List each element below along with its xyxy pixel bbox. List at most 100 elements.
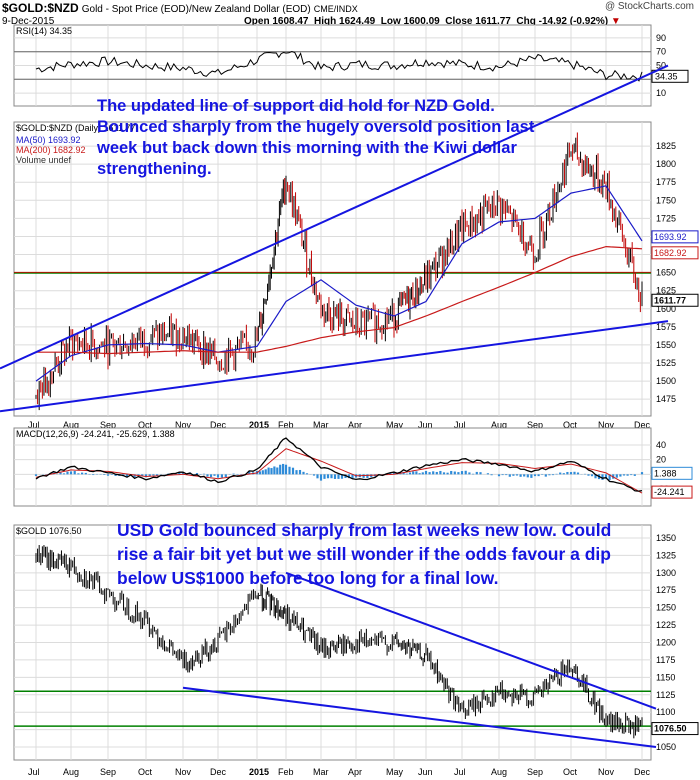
ma200-line xyxy=(36,245,643,355)
change-value: Chg -14.92 (-0.92%) xyxy=(516,16,609,27)
usd-annotation: USD Gold bounced sharply from last weeks… xyxy=(117,520,612,588)
usd_gold-y-tick-label: 1300 xyxy=(656,568,676,578)
rsi-line xyxy=(35,50,643,82)
usd_gold-y-tick-label: 1325 xyxy=(656,550,676,560)
usd-last-label-box xyxy=(651,722,699,736)
rsi-y-tick-label: 90 xyxy=(656,33,666,43)
price-x-tick-label: Nov xyxy=(175,420,192,430)
usd_gold-y-tick-label: 1200 xyxy=(656,638,676,648)
chart-header: $GOLD:$NZD Gold - Spot Price (EOD)/New Z… xyxy=(2,1,358,15)
rsi-last-value: 34.35 xyxy=(655,71,678,81)
usd-trendline xyxy=(285,571,657,710)
rsi-y-tick-label: 50 xyxy=(656,61,666,71)
down-arrow-icon: ▼ xyxy=(610,16,621,27)
price-y-tick-label: 1500 xyxy=(656,376,676,386)
usd-x-tick-label: Feb xyxy=(278,767,294,777)
usd-x-tick-label: Apr xyxy=(348,767,362,777)
exchange-label: CME/INDX xyxy=(313,4,358,14)
price-last-label-box xyxy=(651,293,699,307)
usd-trendline xyxy=(182,686,657,749)
usd_gold-y-tick-label: 1250 xyxy=(656,603,676,613)
date-label: 9-Dec-2015 xyxy=(2,16,55,27)
price-last-label: 1611.77 xyxy=(654,295,686,305)
price-y-tick-label: 1525 xyxy=(656,358,676,368)
rsi-last-value-box xyxy=(651,69,689,83)
price-panel-label: $GOLD:$NZD (Daily) 1611.77 xyxy=(16,123,135,133)
rsi-y-tick-label: 70 xyxy=(656,47,666,57)
price-y-tick-label: 1625 xyxy=(656,286,676,296)
low-value: Low 1600.09 xyxy=(380,16,440,27)
price-x-tick-label: Dec xyxy=(634,420,651,430)
macd-last-label: -24.241 xyxy=(654,487,685,497)
ma50-line xyxy=(35,185,643,382)
price-y-tick-label: 1650 xyxy=(656,268,676,278)
symbol-description: Gold - Spot Price (EOD)/New Zealand Doll… xyxy=(81,4,311,15)
price-x-tick-label: May xyxy=(386,420,404,430)
usd-x-tick-label: Oct xyxy=(138,767,153,777)
usd-x-tick-label: Dec xyxy=(634,767,651,777)
usd-x-tick-label: Mar xyxy=(313,767,329,777)
macd-last-label-box xyxy=(651,485,693,499)
usd-x-tick-label: Jul xyxy=(28,767,40,777)
price-last-label: 1682.92 xyxy=(654,248,687,258)
price-x-tick-label: Aug xyxy=(491,420,507,430)
usd-last-label: 1076.50 xyxy=(654,724,687,734)
usd_gold-y-tick-label: 1100 xyxy=(656,707,675,717)
macd-panel-label: MACD(12,26,9) -24.241, -25.629, 1.388 xyxy=(16,429,175,439)
price-y-tick-label: 1825 xyxy=(656,141,676,151)
price-last-label: 1693.92 xyxy=(654,232,687,242)
price-x-tick-label: Jul xyxy=(454,420,466,430)
usd_gold-y-tick-label: 1350 xyxy=(656,533,676,543)
usd_gold-y-tick-label: 1175 xyxy=(656,655,675,665)
rsi-panel-label: RSI(14) 34.35 xyxy=(16,26,72,36)
macd-last-label-box xyxy=(651,466,693,480)
price-x-tick-label: Sep xyxy=(100,420,116,430)
rsi-y-tick-label: 10 xyxy=(656,88,666,98)
open-value: Open 1608.47 xyxy=(244,16,309,27)
price-y-tick-label: 1475 xyxy=(656,394,676,404)
usd-x-tick-label: Aug xyxy=(63,767,79,777)
price-x-tick-label: Mar xyxy=(313,420,329,430)
macd-last-label: 1.388 xyxy=(654,468,677,478)
watermark: @ StockCharts.com xyxy=(604,1,694,12)
usd_gold-y-tick-label: 1050 xyxy=(656,742,676,752)
price-y-tick-label: 1550 xyxy=(656,340,676,350)
macd-line xyxy=(35,437,643,492)
price-y-tick-label: 1600 xyxy=(656,304,676,314)
price-x-tick-label: Aug xyxy=(63,420,79,430)
usd-x-tick-label: May xyxy=(386,767,404,777)
price-last-label-box xyxy=(651,230,699,244)
usd-x-tick-label: Aug xyxy=(491,767,507,777)
usd-x-tick-label: Sep xyxy=(527,767,543,777)
macd-y-tick-label: 20 xyxy=(656,455,666,465)
high-value: High 1624.49 xyxy=(314,16,376,27)
price-y-tick-label: 1750 xyxy=(656,195,676,205)
usd-x-tick-label: Sep xyxy=(100,767,116,777)
price-x-tick-label: Dec xyxy=(210,420,227,430)
macd-y-tick-label: 40 xyxy=(656,440,666,450)
price-x-tick-label: Nov xyxy=(598,420,615,430)
price-y-tick-label: 1800 xyxy=(656,159,676,169)
usd_gold-y-tick-label: 1150 xyxy=(656,672,675,682)
ma50-legend: MA(50) 1693.92 xyxy=(16,135,81,145)
usd_gold-y-tick-label: 1275 xyxy=(656,585,676,595)
usd_gold-y-tick-label: 1125 xyxy=(656,690,675,700)
price-x-tick-label: Sep xyxy=(527,420,543,430)
usd-x-tick-label: Jun xyxy=(418,767,433,777)
price-x-tick-label: 2015 xyxy=(249,420,269,430)
price-x-tick-label: Oct xyxy=(563,420,578,430)
price-trendline xyxy=(0,64,669,370)
macd-signal-line xyxy=(35,448,643,494)
usd-x-tick-label: Nov xyxy=(175,767,192,777)
price-x-tick-label: Feb xyxy=(278,420,294,430)
nzd-annotation: The updated line of support did hold for… xyxy=(97,97,535,178)
ma200-legend: MA(200) 1682.92 xyxy=(16,145,86,155)
ohlc-bar: Open 1608.47 High 1624.49 Low 1600.09 Cl… xyxy=(244,16,621,27)
usd_gold-panel-label: $GOLD 1076.50 xyxy=(16,526,82,536)
price-last-label-box xyxy=(651,246,699,260)
usd-x-tick-label: Jul xyxy=(454,767,466,777)
price-x-tick-label: Oct xyxy=(138,420,153,430)
usd-x-tick-label: Dec xyxy=(210,767,227,777)
price-x-tick-label: Jul xyxy=(28,420,40,430)
